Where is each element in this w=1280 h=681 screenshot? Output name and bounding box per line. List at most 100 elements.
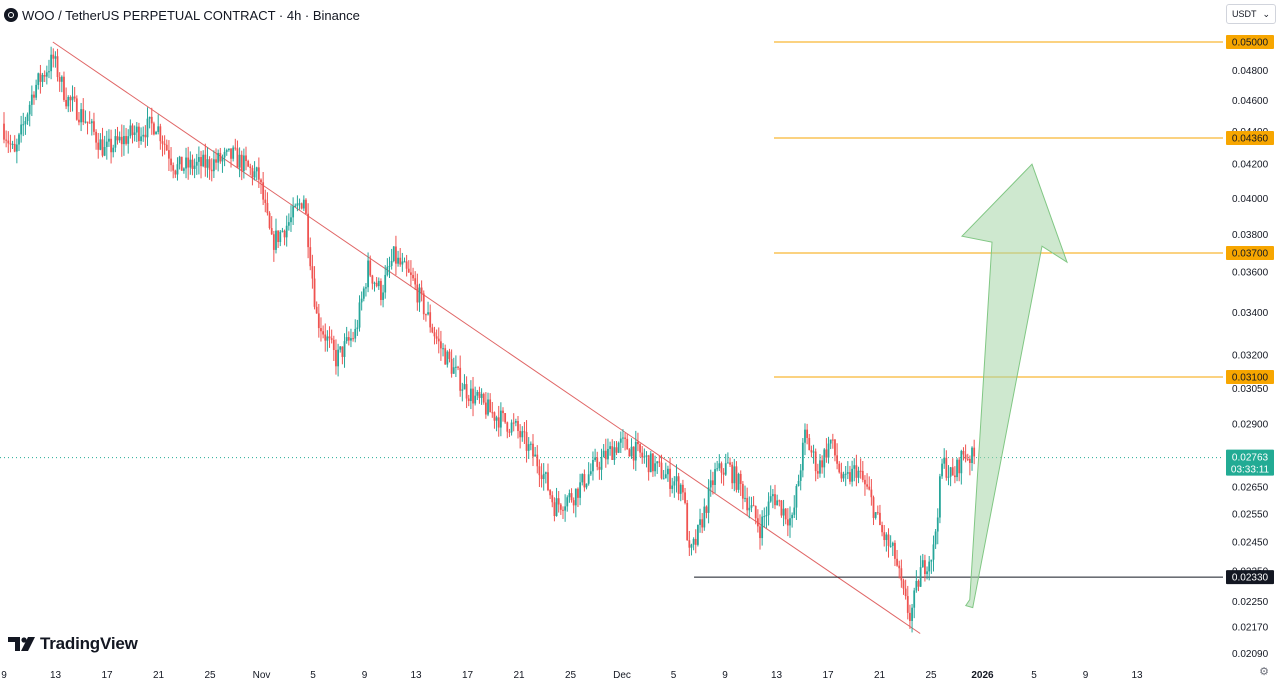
- candle-body: [311, 266, 314, 279]
- candle-body: [240, 154, 243, 172]
- x-axis-tick-label: 9: [1, 670, 7, 681]
- y-axis-tick-label: 0.02550: [1232, 509, 1269, 520]
- x-axis-tick-label: 5: [1031, 670, 1037, 681]
- candle-body: [88, 122, 91, 124]
- candle-body: [266, 202, 269, 214]
- candle-body: [782, 508, 785, 516]
- candle-body: [615, 447, 618, 453]
- target-level-badge: [1226, 246, 1274, 261]
- candle-body: [876, 512, 879, 514]
- candle-body: [553, 502, 556, 517]
- candle-body: [943, 457, 946, 464]
- settings-gear-icon[interactable]: ⚙: [1259, 666, 1269, 678]
- candle-body: [307, 213, 310, 248]
- candle-body: [765, 515, 768, 517]
- candle-body: [283, 230, 286, 238]
- candle-body: [75, 98, 78, 120]
- x-axis-tick-label: 9: [362, 670, 368, 681]
- candle-body: [628, 449, 631, 457]
- candle-body: [926, 571, 928, 575]
- candle-body: [934, 531, 937, 545]
- candle-body: [737, 473, 740, 490]
- candle-body: [891, 542, 894, 546]
- candle-body: [140, 136, 142, 142]
- candle-body: [369, 260, 372, 276]
- candle-body: [619, 438, 622, 443]
- candle-body: [622, 437, 624, 439]
- candle-body: [921, 560, 924, 568]
- candle-body: [617, 442, 620, 453]
- candle-body: [95, 131, 97, 143]
- candle-body: [739, 473, 742, 484]
- candle-body: [138, 126, 140, 142]
- candle-body: [197, 157, 200, 162]
- candle-body: [183, 168, 185, 171]
- candle-body: [388, 265, 391, 267]
- candle-body: [677, 476, 680, 494]
- candle-body: [163, 143, 166, 145]
- target-level-badge: [1226, 130, 1274, 145]
- candle-body: [692, 538, 695, 545]
- candle-body: [300, 203, 303, 209]
- candle-body: [427, 312, 429, 315]
- candle-body: [133, 132, 136, 135]
- candle-body: [206, 159, 209, 168]
- target-level-label: 0.04360: [1232, 133, 1269, 144]
- candle-body: [776, 500, 779, 506]
- candle-body: [225, 150, 228, 152]
- candle-body: [48, 71, 50, 73]
- candle-body: [215, 159, 217, 163]
- candle-body: [412, 274, 414, 279]
- candle-body: [165, 144, 168, 151]
- candle-body: [350, 338, 352, 341]
- candle-body: [729, 462, 731, 465]
- tradingview-logo[interactable]: TradingView: [8, 634, 138, 654]
- candle-body: [799, 470, 802, 481]
- candle-body: [230, 148, 232, 159]
- candle-body: [851, 468, 853, 482]
- candle-body: [966, 458, 969, 460]
- candle-body: [191, 159, 194, 169]
- candle-body: [39, 73, 42, 82]
- candle-body: [551, 495, 554, 503]
- candle-body: [649, 453, 652, 473]
- candle-body: [82, 109, 85, 123]
- candle-body: [78, 119, 80, 123]
- candle-body: [504, 413, 507, 423]
- candle-body: [684, 492, 686, 503]
- candle-body: [309, 247, 312, 267]
- candle-body: [874, 512, 877, 518]
- chart-title-bar[interactable]: WOO / TetherUS PERPETUAL CONTRACT · 4h ·…: [4, 5, 360, 25]
- candle-body: [609, 446, 611, 449]
- candle-body: [69, 97, 72, 101]
- currency-selector-button[interactable]: USDT ⌄: [1226, 4, 1276, 24]
- candle-body: [463, 384, 466, 390]
- candle-body: [761, 516, 764, 539]
- candle-body: [947, 476, 950, 478]
- candle-body: [317, 313, 320, 329]
- candle-body: [968, 458, 971, 464]
- candle-body: [356, 327, 359, 329]
- candle-body: [3, 123, 5, 140]
- candle-body: [600, 457, 603, 470]
- y-axis-tick-label: 0.02650: [1232, 482, 1269, 493]
- candle-body: [825, 449, 828, 458]
- candle-body: [285, 225, 288, 238]
- candle-body: [373, 282, 376, 284]
- candle-body: [478, 391, 481, 398]
- candle-body: [534, 454, 537, 457]
- current-price-badge: [1226, 449, 1274, 476]
- candle-body: [829, 439, 832, 444]
- x-axis-tick-label: 21: [513, 670, 525, 681]
- candle-body: [540, 475, 543, 480]
- candle-body: [262, 182, 265, 200]
- candle-body: [332, 339, 335, 350]
- candle-body: [763, 516, 766, 518]
- candle-body: [71, 96, 74, 101]
- candle-body: [748, 507, 751, 511]
- x-axis-tick-label: Nov: [253, 670, 271, 681]
- candle-body: [759, 526, 761, 539]
- candle-body: [58, 77, 61, 82]
- candle-body: [232, 147, 235, 159]
